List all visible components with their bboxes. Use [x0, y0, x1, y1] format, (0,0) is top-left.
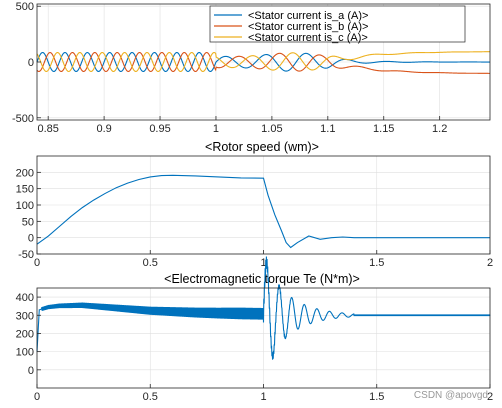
- y-tick-label: 300: [16, 310, 34, 322]
- series-line-is-b: [36, 51, 491, 74]
- torque-plot: <Electromagnetic torque Te (N*m)> 0 0.5 1 1…: [16, 256, 493, 403]
- y-tick-label: -50: [18, 249, 34, 261]
- y-tick-label: 100: [16, 347, 34, 359]
- legend: <Stator current is_a (A)><Stator current…: [209, 5, 466, 44]
- series-group: [36, 256, 491, 360]
- series-line-rotor-speed: [36, 174, 490, 249]
- x-tick-label: 1.15: [373, 123, 394, 135]
- series-line-torque: [36, 256, 491, 360]
- legend-label: <Stator current is_b (A)>: [248, 21, 368, 33]
- y-tick-label: 200: [16, 167, 34, 179]
- x-tick-label: 1.2: [432, 123, 447, 135]
- x-tick-label: 0: [34, 391, 40, 403]
- chart-title: <Rotor speed (wm)>: [205, 140, 319, 154]
- y-tick-label: 200: [16, 328, 34, 340]
- grid: [36, 156, 491, 255]
- y-tick-label: 50: [22, 216, 34, 228]
- x-tick-label: 0.5: [143, 391, 158, 403]
- x-tick-label: 1: [213, 123, 219, 135]
- stator-current-plot: 0.85 0.9 0.95 1 1.05 1.1 1.15 1.2 -500 0 500 <Stat…: [12, 1, 491, 135]
- series-line-is-a: [36, 51, 491, 73]
- tick-labels: 0 0.5 1 1.5 2 0 100 200 300 400: [16, 292, 493, 403]
- series-group: [36, 174, 490, 249]
- x-tick-label: 0.95: [149, 123, 170, 135]
- legend-box: [209, 5, 466, 43]
- y-tick-label: 100: [16, 200, 34, 212]
- x-tick-label: 0.5: [143, 257, 158, 269]
- y-tick-label: 150: [16, 184, 34, 196]
- x-tick-label: 1: [260, 391, 266, 403]
- x-tick-label: 0: [34, 257, 40, 269]
- y-tick-label: 500: [16, 1, 34, 13]
- x-tick-label: 2: [487, 391, 493, 403]
- tick-labels: 0.85 0.9 0.95 1 1.05 1.1 1.15 1.2 -500 0 500: [12, 1, 447, 135]
- y-tick-label: 0: [28, 365, 34, 377]
- x-tick-label: 0.9: [96, 123, 111, 135]
- x-tick-label: 1: [260, 257, 266, 269]
- x-tick-label: 1.05: [261, 123, 282, 135]
- legend-label: <Stator current is_c (A)>: [248, 32, 368, 44]
- y-tick-label: 0: [28, 233, 34, 245]
- x-tick-label: 2: [487, 257, 493, 269]
- legend-label: <Stator current is_a (A)>: [248, 10, 368, 22]
- x-tick-label: 1.5: [369, 257, 384, 269]
- chart-title: <Electromagnetic torque Te (N*m)>: [164, 272, 360, 286]
- series-group: [36, 51, 491, 74]
- watermark: CSDN @apovgd: [414, 390, 488, 401]
- series-line-is-c: [36, 51, 490, 73]
- rotor-speed-plot: <Rotor speed (wm)> 0 0.5 1 1.5 2-50050100150…: [16, 140, 493, 269]
- y-tick-label: 0: [28, 57, 34, 69]
- x-tick-label: 1.5: [369, 391, 384, 403]
- y-tick-label: 400: [16, 292, 34, 304]
- y-tick-label: -500: [12, 113, 34, 125]
- x-tick-label: 1.1: [320, 123, 335, 135]
- x-tick-label: 0.85: [37, 123, 58, 135]
